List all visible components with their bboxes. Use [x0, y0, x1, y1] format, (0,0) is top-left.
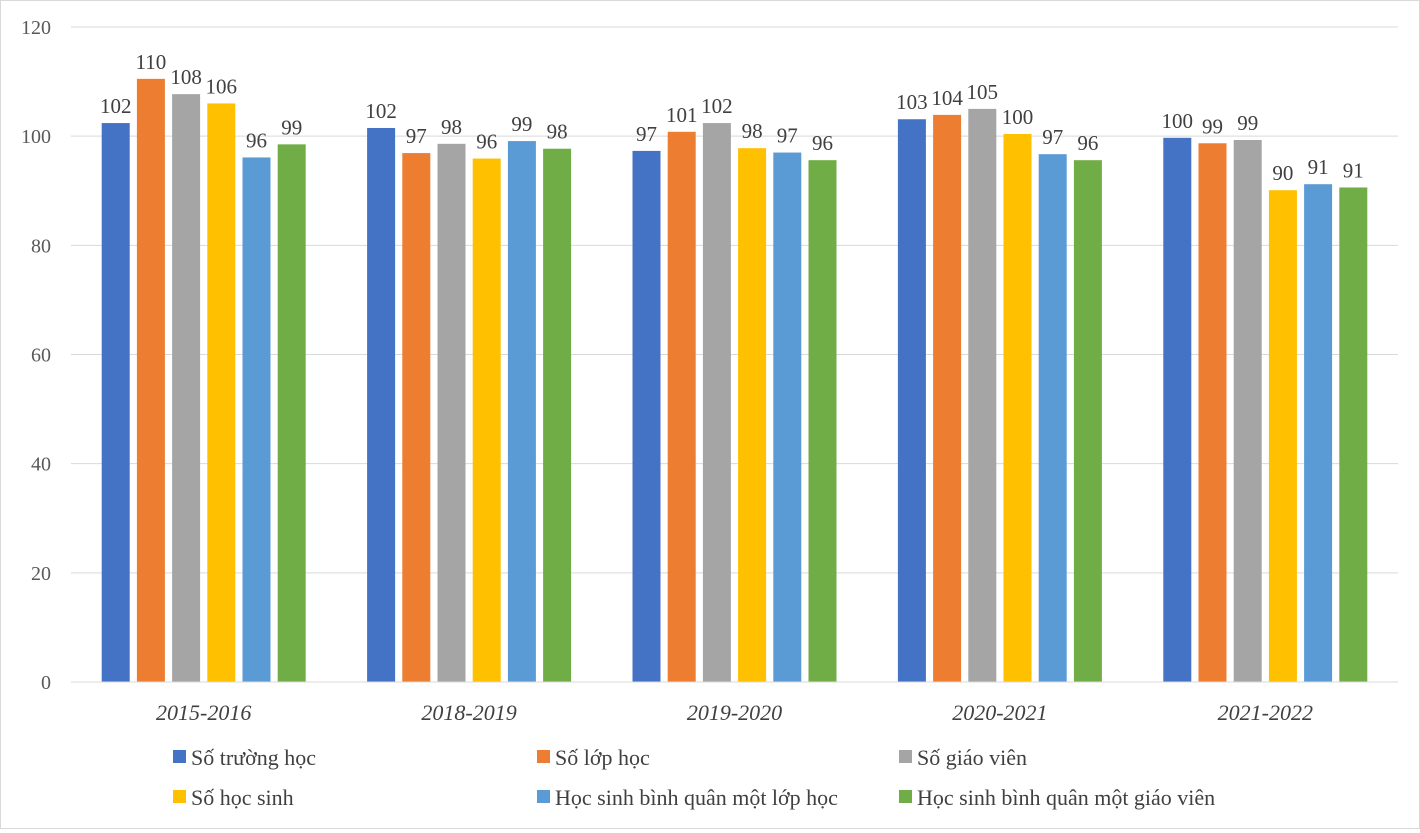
- bar: [1233, 139, 1262, 683]
- bar: [968, 108, 997, 682]
- legend-label: Học sinh bình quân một giáo viên: [917, 785, 1215, 810]
- y-tick-label: 80: [31, 235, 51, 257]
- x-category-label: 2019-2020: [687, 700, 782, 725]
- data-label: 102: [100, 94, 132, 118]
- data-label: 90: [1272, 161, 1293, 185]
- bar: [507, 141, 536, 682]
- data-label: 105: [967, 80, 999, 104]
- data-label: 106: [206, 74, 238, 98]
- data-label: 91: [1308, 155, 1329, 179]
- legend-label: Số lớp học: [555, 745, 650, 770]
- y-tick-label: 0: [41, 672, 51, 694]
- x-category-label: 2020-2021: [952, 700, 1047, 725]
- data-label: 91: [1343, 158, 1364, 182]
- bar: [1163, 137, 1192, 682]
- data-label: 100: [1162, 109, 1194, 133]
- data-label: 108: [170, 65, 202, 89]
- data-label: 96: [1077, 131, 1098, 155]
- legend-swatch: [173, 790, 186, 803]
- data-label: 98: [742, 119, 763, 143]
- bar: [1038, 154, 1067, 682]
- y-tick-label: 40: [31, 454, 51, 476]
- bar: [136, 78, 165, 682]
- legend-swatch: [537, 790, 550, 803]
- bar: [632, 150, 661, 682]
- y-axis-ticks: 0 20 40 60 80 100 120: [21, 17, 51, 694]
- legend-swatch: [537, 750, 550, 763]
- data-label: 110: [136, 50, 167, 74]
- data-label: 101: [666, 103, 698, 127]
- bar: [1198, 143, 1227, 682]
- legend: Số trường học Số lớp học Số giáo viên Số họ…: [173, 745, 1215, 810]
- bar: [773, 152, 802, 682]
- data-label: 102: [701, 94, 733, 118]
- bar: [1339, 187, 1368, 682]
- x-category-label: 2015-2016: [156, 700, 251, 725]
- y-tick-label: 20: [31, 563, 51, 585]
- legend-label: Số học sinh: [191, 785, 294, 810]
- data-label: 97: [636, 122, 657, 146]
- x-category-label: 2021-2022: [1218, 700, 1313, 725]
- bar: [101, 123, 130, 683]
- bar: [207, 103, 236, 682]
- x-category-label: 2018-2019: [421, 700, 516, 725]
- data-label: 99: [1237, 111, 1258, 135]
- data-label: 97: [1042, 125, 1063, 149]
- bar: [242, 157, 271, 682]
- y-tick-label: 60: [31, 345, 51, 367]
- data-label: 102: [365, 99, 397, 123]
- bar: [702, 123, 731, 683]
- bar: [543, 148, 572, 683]
- data-label: 96: [476, 130, 497, 154]
- legend-swatch: [899, 750, 912, 763]
- bar: [367, 127, 396, 682]
- data-label: 104: [931, 86, 963, 110]
- bar: [1268, 190, 1297, 682]
- bar: [933, 114, 962, 683]
- bar: [172, 94, 201, 682]
- bar: [1304, 184, 1333, 682]
- data-label: 96: [812, 131, 833, 155]
- bar: [402, 153, 431, 682]
- data-label: 103: [896, 90, 928, 114]
- data-label: 96: [246, 128, 267, 152]
- data-label: 97: [406, 124, 427, 148]
- legend-swatch: [173, 750, 186, 763]
- bar: [667, 131, 696, 683]
- data-label: 98: [547, 120, 568, 144]
- bar: [277, 144, 306, 682]
- data-label: 97: [777, 124, 798, 148]
- bar: [1073, 160, 1102, 682]
- bar: [437, 143, 466, 682]
- data-label: 99: [1202, 114, 1223, 138]
- bar: [1003, 133, 1032, 682]
- legend-swatch: [899, 790, 912, 803]
- bar: [808, 160, 837, 682]
- legend-label: Số giáo viên: [917, 745, 1027, 770]
- legend-label: Học sinh bình quân một lớp học: [555, 785, 838, 810]
- data-label: 99: [281, 115, 302, 139]
- y-tick-label: 100: [21, 126, 51, 148]
- x-axis-categories: 2015-2016 2018-2019 2019-2020 2020-2021 2021…: [156, 700, 1313, 725]
- bar: [897, 119, 926, 682]
- bars: [101, 78, 1368, 683]
- legend-label: Số trường học: [191, 745, 316, 770]
- y-tick-label: 120: [21, 17, 51, 39]
- data-label: 98: [441, 115, 462, 139]
- bar: [472, 158, 501, 682]
- data-label: 99: [511, 112, 532, 136]
- bar: [738, 148, 767, 683]
- data-label: 100: [1002, 105, 1034, 129]
